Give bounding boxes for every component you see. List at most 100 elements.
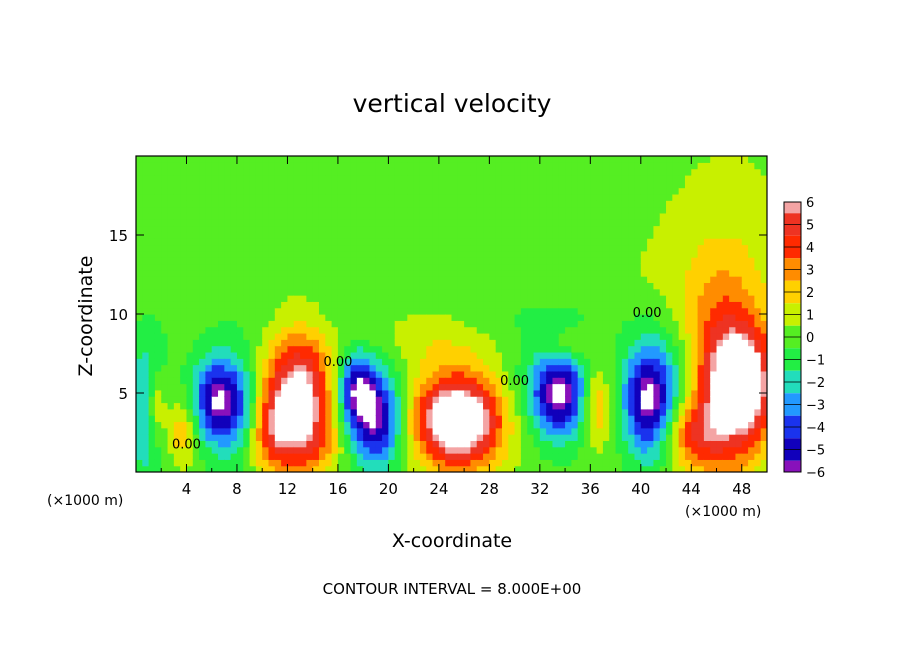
heatmap-cell <box>577 339 585 347</box>
heatmap-cell <box>281 446 289 454</box>
heatmap-cell <box>382 415 389 423</box>
heatmap-cell <box>684 326 692 334</box>
heatmap-cell <box>596 225 604 233</box>
heatmap-cell <box>760 408 767 416</box>
heatmap-cell <box>483 402 490 410</box>
heatmap-cell <box>287 288 295 296</box>
heatmap-cell <box>640 168 648 176</box>
heatmap-cell <box>596 326 604 334</box>
heatmap-cell <box>445 301 453 309</box>
heatmap-cell <box>192 383 200 391</box>
heatmap-cell <box>539 332 547 340</box>
heatmap-cell <box>489 421 497 429</box>
heatmap-cell <box>211 181 219 189</box>
heatmap-cell <box>243 295 251 302</box>
heatmap-cell <box>363 440 371 448</box>
heatmap-cell <box>577 168 585 176</box>
heatmap-cell <box>697 453 705 460</box>
heatmap-cell <box>584 440 591 448</box>
heatmap-cell <box>375 427 383 435</box>
heatmap-cell <box>615 402 623 410</box>
heatmap-cell <box>678 276 686 283</box>
heatmap-cell <box>678 187 686 195</box>
heatmap-cell <box>306 193 314 201</box>
heatmap-cell <box>262 263 270 271</box>
heatmap-cell <box>167 320 175 328</box>
heatmap-cell <box>584 339 591 347</box>
heatmap-cell <box>211 332 219 340</box>
heatmap-cell <box>520 276 528 283</box>
heatmap-cell <box>659 383 667 391</box>
heatmap-cell <box>735 257 743 265</box>
heatmap-cell <box>407 314 415 321</box>
heatmap-cell <box>186 181 194 189</box>
heatmap-cell <box>514 263 522 271</box>
heatmap-cell <box>602 415 610 423</box>
heatmap-cell <box>735 295 743 302</box>
heatmap-cell <box>230 200 238 208</box>
heatmap-cell <box>180 358 188 366</box>
heatmap-cell <box>741 370 749 378</box>
heatmap-cell <box>438 295 446 302</box>
heatmap-cell <box>495 263 503 271</box>
heatmap-cell <box>748 174 755 182</box>
heatmap-cell <box>558 244 566 252</box>
heatmap-cell <box>363 244 371 252</box>
heatmap-cell <box>489 427 497 435</box>
heatmap-cell <box>249 402 257 410</box>
heatmap-cell <box>173 193 181 201</box>
heatmap-cell <box>539 168 547 176</box>
heatmap-cell <box>621 200 629 208</box>
heatmap-cell <box>325 257 333 265</box>
heatmap-cell <box>199 326 207 334</box>
heatmap-cell <box>577 156 585 163</box>
heatmap-cell <box>199 320 207 328</box>
heatmap-cell <box>205 206 213 214</box>
heatmap-cell <box>356 276 364 283</box>
heatmap-cell <box>268 377 276 385</box>
heatmap-cell <box>508 383 516 391</box>
heatmap-cell <box>748 295 755 302</box>
heatmap-cell <box>634 250 642 258</box>
heatmap-cell <box>243 408 251 416</box>
heatmap-cell <box>205 156 213 163</box>
heatmap-cell <box>281 174 289 182</box>
heatmap-cell <box>558 415 566 423</box>
heatmap-cell <box>565 200 572 208</box>
heatmap-cell <box>192 231 200 239</box>
heatmap-cell <box>514 238 522 246</box>
heatmap-cell <box>546 263 554 271</box>
heatmap-cell <box>697 402 705 410</box>
heatmap-cell <box>558 168 566 176</box>
heatmap-cell <box>464 314 472 321</box>
heatmap-cell <box>318 453 326 460</box>
heatmap-cell <box>666 339 673 347</box>
heatmap-cell <box>476 332 484 340</box>
heatmap-cell <box>180 459 188 467</box>
heatmap-cell <box>413 389 421 397</box>
heatmap-cell <box>388 295 396 302</box>
heatmap-cell <box>236 408 244 416</box>
heatmap-cell <box>520 345 528 353</box>
heatmap-cell <box>634 364 642 372</box>
heatmap-cell <box>167 206 175 214</box>
heatmap-cell <box>218 206 225 214</box>
heatmap-cell <box>300 219 307 227</box>
heatmap-cell <box>236 389 244 397</box>
heatmap-cell <box>565 219 572 227</box>
heatmap-cell <box>748 415 755 423</box>
heatmap-cell <box>451 250 459 258</box>
heatmap-cell <box>154 301 162 309</box>
heatmap-cell <box>703 440 711 448</box>
heatmap-cell <box>312 358 320 366</box>
heatmap-cell <box>527 174 535 182</box>
heatmap-cell <box>281 212 289 220</box>
heatmap-cell <box>224 276 232 283</box>
heatmap-cell <box>533 212 541 220</box>
heatmap-cell <box>426 377 434 385</box>
heatmap-cell <box>243 446 251 454</box>
heatmap-cell <box>666 332 673 340</box>
heatmap-cell <box>539 295 547 302</box>
heatmap-cell <box>331 307 339 315</box>
heatmap-cell <box>520 282 528 290</box>
